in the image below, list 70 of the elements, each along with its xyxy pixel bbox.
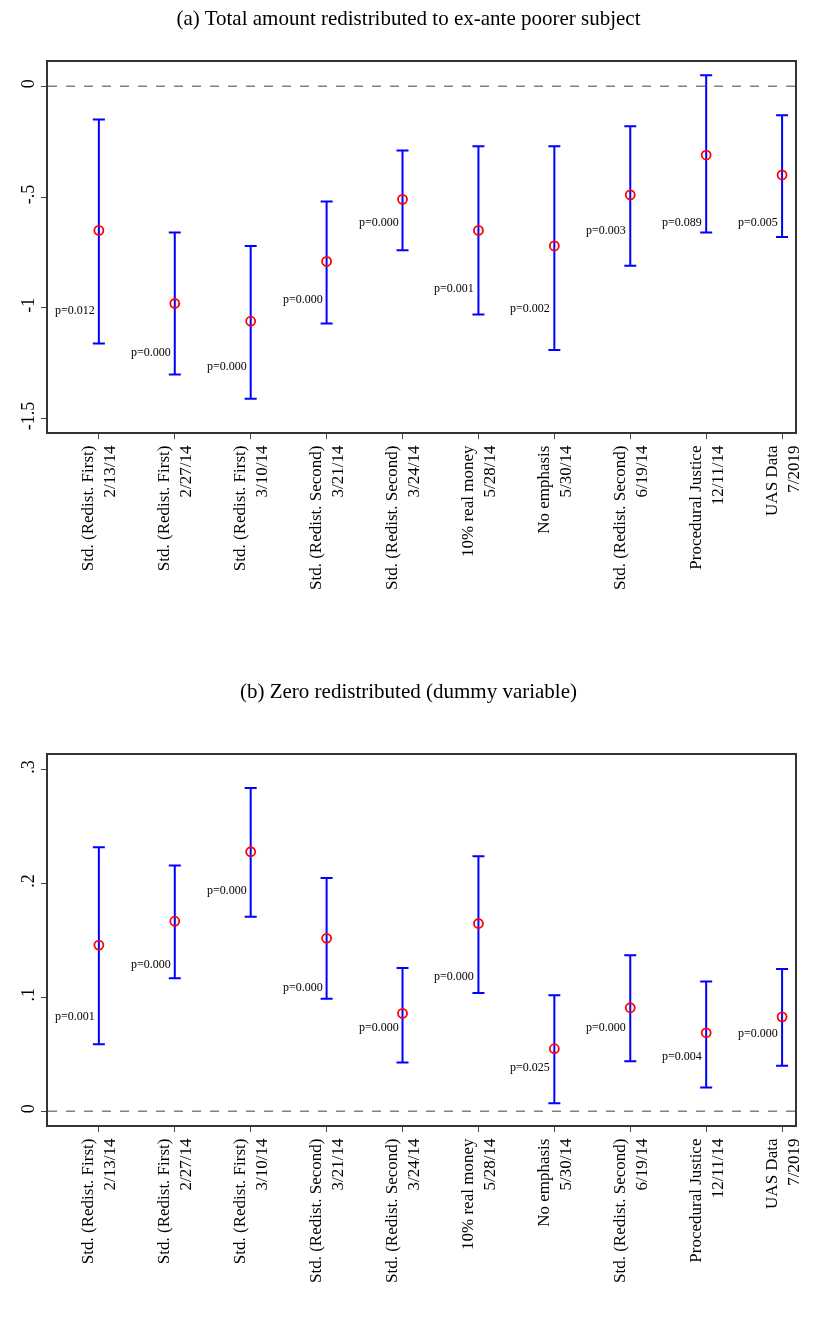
point (93, 939, 105, 951)
y-tick-label: 0 (18, 1104, 39, 1114)
annotation: p=0.000 (283, 980, 323, 994)
y-tick-label: -1 (18, 297, 39, 313)
point (473, 918, 484, 929)
x-tick-label: Std. (Redist. First) 2/13/14 (78, 1138, 120, 1265)
point (700, 1027, 712, 1039)
annotation: p=0.005 (738, 215, 778, 229)
annotation: p=0.001 (55, 1009, 95, 1023)
annotation: p=0.000 (586, 1020, 626, 1034)
annotation: p=0.000 (359, 215, 399, 229)
y-tick-label: .2 (18, 874, 39, 888)
point (700, 149, 712, 161)
x-tick-label: Std. (Redist. Second) 3/21/14 (306, 445, 348, 591)
annotation: p=0.000 (207, 883, 247, 897)
point (321, 255, 333, 267)
annotation: p=0.004 (662, 1049, 702, 1063)
annotation: p=0.000 (434, 969, 474, 983)
point (548, 1043, 560, 1055)
chart-title: (b) Zero redistributed (dummy variable) (239, 679, 578, 704)
annotation: p=0.000 (131, 957, 171, 971)
annotation: p=0.000 (283, 292, 323, 306)
annotation: p=0.025 (510, 1060, 550, 1074)
annotation: p=0.000 (207, 359, 247, 373)
x-tick-label: Std. (Redist. First) 2/27/14 (154, 1138, 196, 1265)
point (245, 846, 257, 858)
x-tick-label: Std. (Redist. First) 2/27/14 (154, 445, 196, 572)
x-tick-label: Std. (Redist. Second) 3/24/14 (381, 445, 424, 591)
point (169, 298, 181, 309)
annotation: p=0.012 (55, 303, 95, 317)
y-tick-label: 0 (18, 79, 39, 89)
point (624, 1002, 636, 1014)
annotation: p=0.002 (510, 301, 550, 315)
x-tick-label: UAS Data 7/2019 (761, 1138, 803, 1209)
point (321, 932, 333, 944)
x-tick-label: 10% real money 5/28/14 (457, 1138, 500, 1250)
y-tick-label: .3 (18, 760, 39, 774)
x-tick-label: Std. (Redist. Second) 6/19/14 (609, 1138, 651, 1284)
annotation: p=0.003 (586, 223, 626, 237)
point (245, 315, 257, 327)
x-tick-label: No emphasis 5/30/14 (533, 445, 575, 534)
annotation: p=0.000 (738, 1026, 778, 1040)
x-tick-label: Std. (Redist. Second) 3/21/14 (306, 1138, 348, 1284)
x-tick-label: UAS Data 7/2019 (761, 445, 803, 516)
annotation: p=0.000 (131, 345, 171, 359)
annotation: p=0.001 (434, 281, 474, 295)
point (93, 224, 105, 236)
x-tick-label: 10% real money 5/28/14 (457, 445, 500, 557)
point (397, 1008, 408, 1019)
point (473, 224, 484, 236)
point (624, 189, 636, 201)
point (776, 1011, 788, 1023)
point (776, 169, 788, 181)
point (397, 193, 408, 205)
x-tick-label: Procedural Justice 12/11/14 (685, 445, 727, 570)
x-tick-label: Std. (Redist. First) 3/10/14 (230, 1138, 272, 1265)
annotation: p=0.089 (662, 215, 702, 229)
point (548, 240, 560, 252)
chart-title: (a) Total amount redistributed to ex-ante poorer subject (176, 5, 641, 30)
y-tick-label: .1 (18, 988, 39, 1002)
x-tick-label: Std. (Redist. First) 3/10/14 (230, 445, 272, 572)
y-tick-label: -1.5 (18, 401, 39, 431)
x-tick-label: Std. (Redist. First) 2/13/14 (78, 445, 120, 572)
annotation: p=0.000 (359, 1020, 399, 1034)
x-tick-label: Procedural Justice 12/11/14 (685, 1138, 727, 1263)
x-tick-label: Std. (Redist. Second) 6/19/14 (609, 445, 651, 591)
x-tick-label: No emphasis 5/30/14 (533, 1138, 575, 1227)
x-tick-label: Std. (Redist. Second) 3/24/14 (381, 1138, 424, 1284)
y-tick-label: -.5 (18, 184, 39, 205)
point (169, 915, 181, 927)
